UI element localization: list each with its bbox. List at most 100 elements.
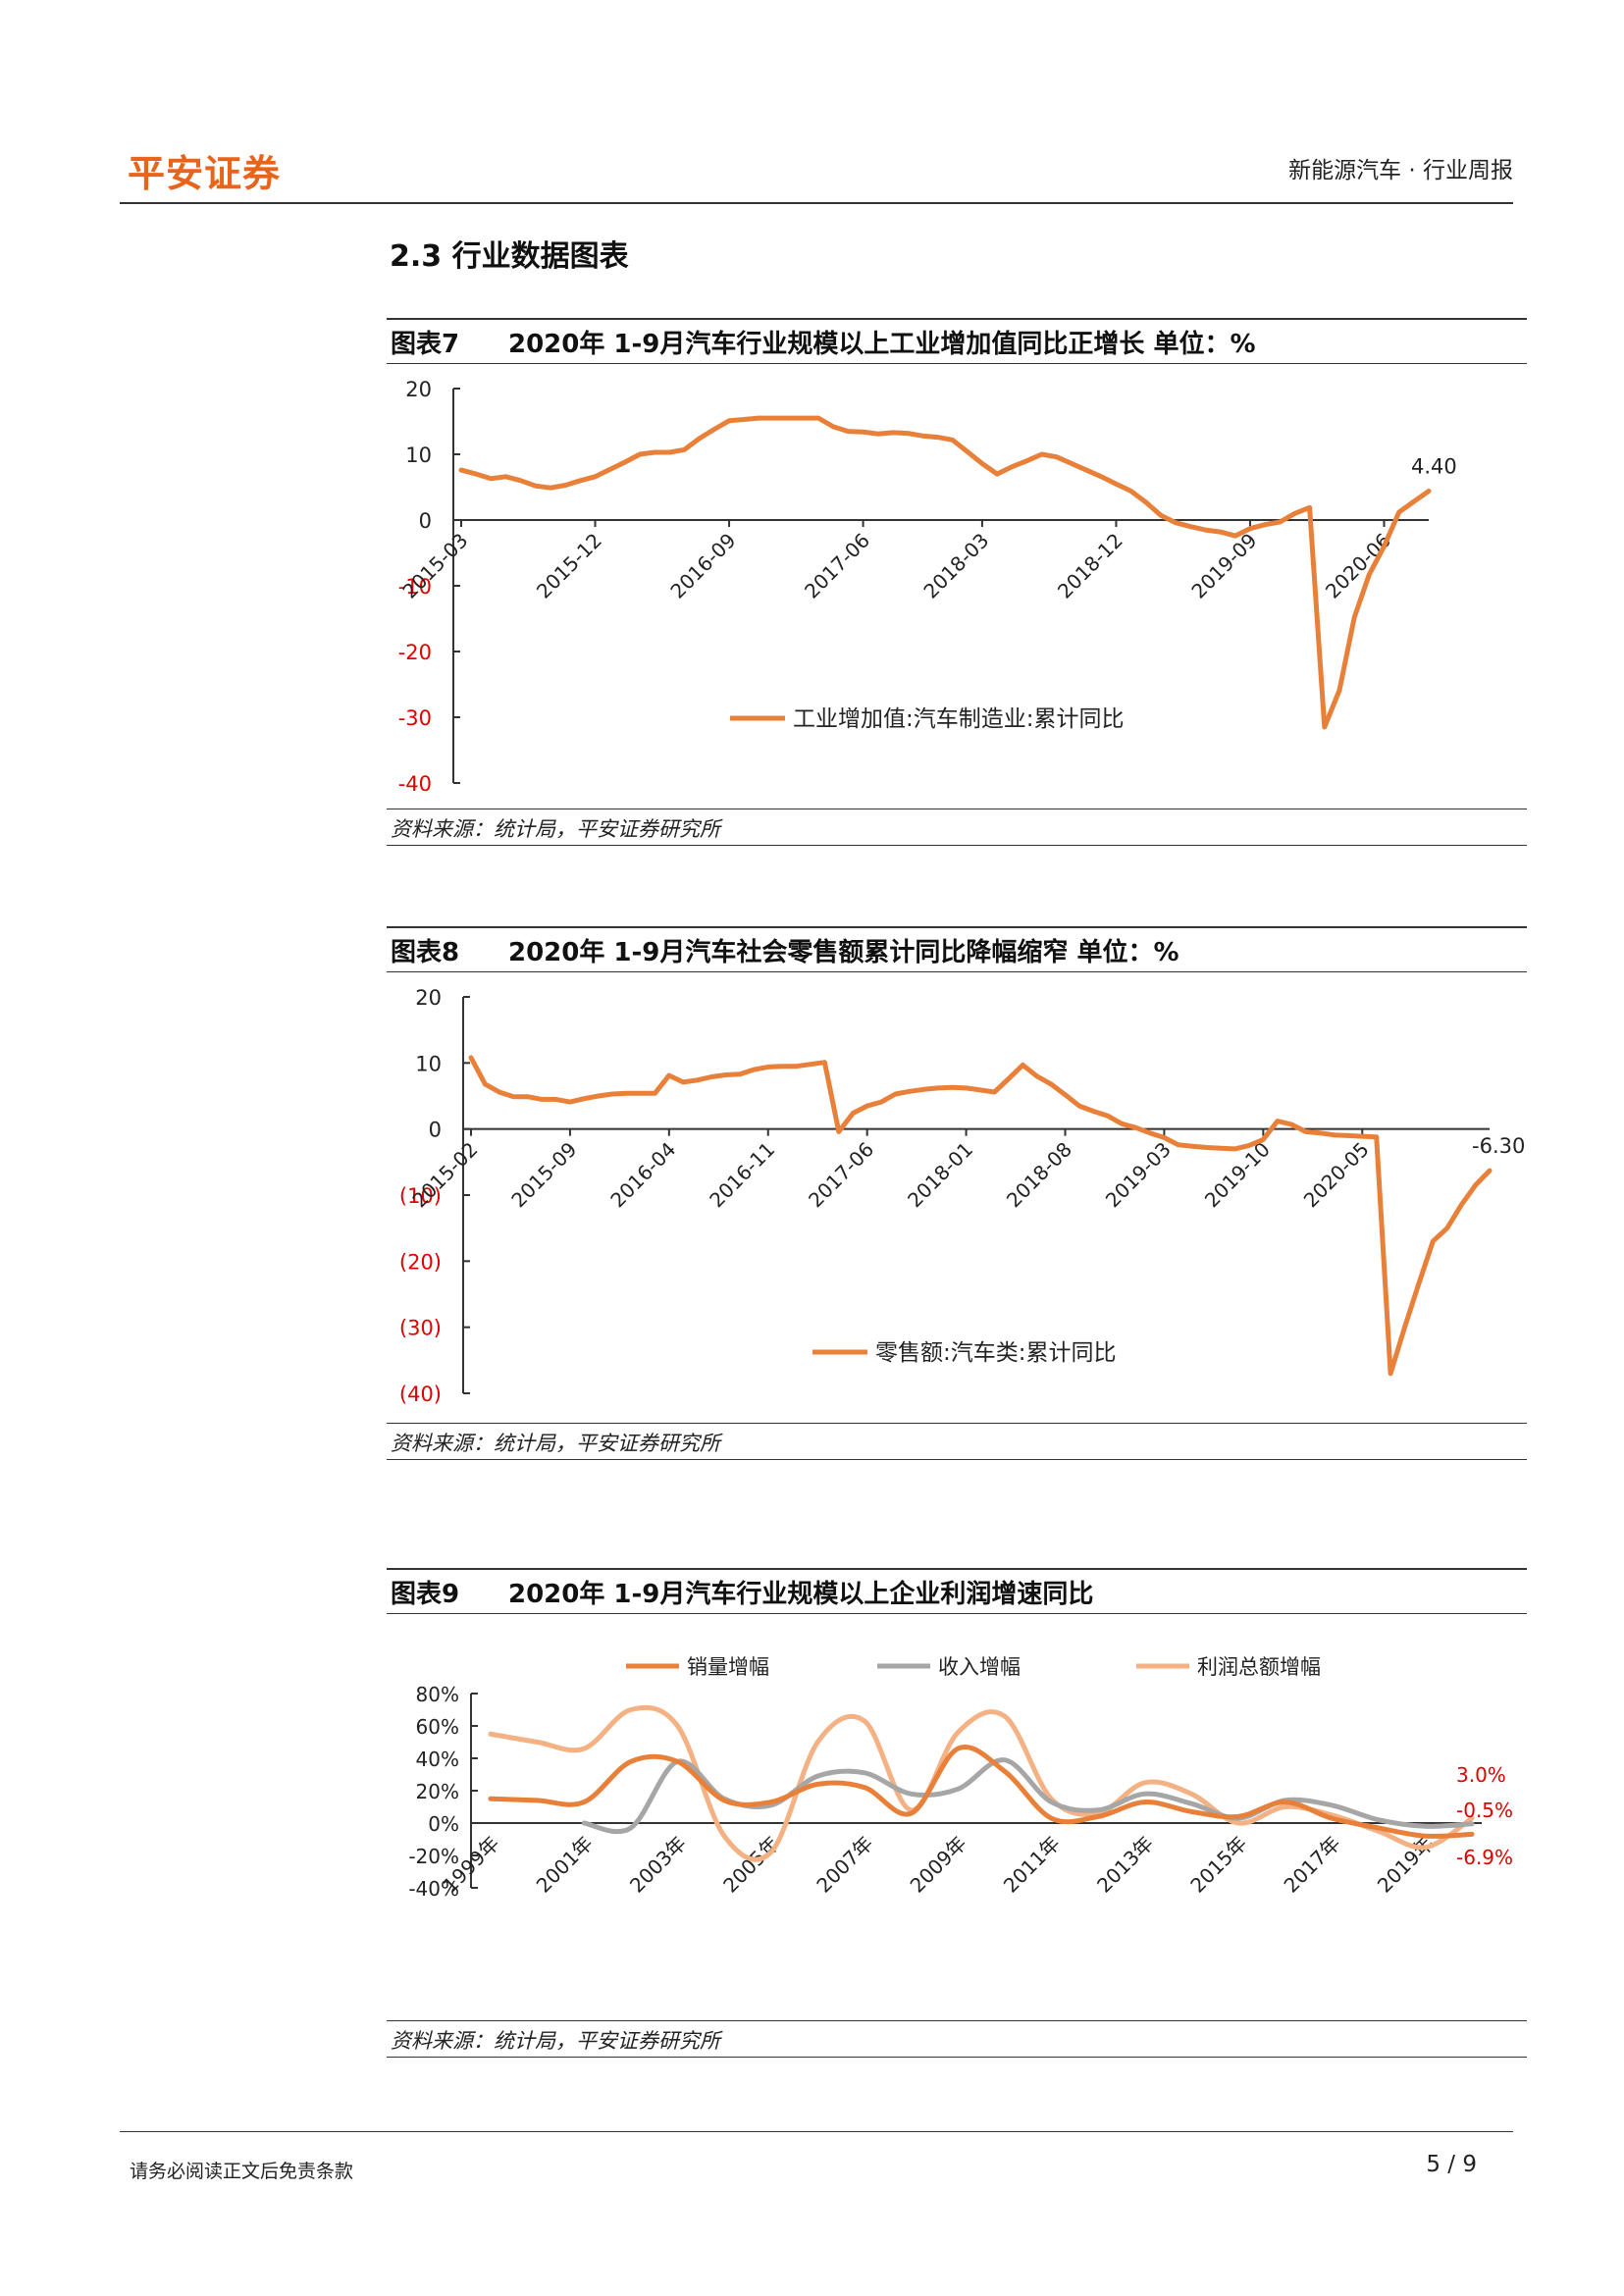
fig8-title: 图表8 2020年 1-9月汽车社会零售额累计同比降幅缩窄 单位：% — [391, 932, 1179, 968]
chart-auto-retail-sales: 20 10 0 (10) (20) (30) (40) 2015-02 2015-09 2016-… — [399, 986, 1525, 1406]
fig8-title-rule — [387, 971, 1527, 972]
legend-label: 利润总额增幅 — [1197, 1655, 1321, 1679]
y-tick-label: 20 — [405, 378, 432, 401]
fig7-title-rule — [387, 363, 1527, 364]
fig9-label: 图表9 — [391, 1580, 460, 1609]
data-label-last: -6.9% — [1456, 1846, 1513, 1869]
series-line — [458, 415, 1432, 730]
chart-b-legend: 零售额:汽车类:累计同比 — [812, 1340, 1117, 1366]
x-tick-label: 2013年 — [1092, 1832, 1158, 1898]
y-tick-label: 80% — [416, 1683, 459, 1706]
chart-a-series: 4.40 — [458, 415, 1457, 730]
x-tick-label: 2001年 — [532, 1832, 598, 1898]
y-tick-label: 0 — [419, 509, 432, 533]
fig9-title-rule — [387, 1613, 1527, 1614]
x-tick-label: 2019-03 — [1101, 1137, 1176, 1212]
fig9-title-text: 2020年 1-9月汽车行业规模以上企业利润增速同比 — [508, 1580, 1094, 1609]
y-tick-label: -40% — [408, 1877, 459, 1901]
fig9-source-bottom-rule — [387, 2057, 1527, 2058]
chart-b-series: -6.30 — [468, 1055, 1525, 1377]
y-tick-label: 20% — [416, 1780, 459, 1803]
fig8-source-top-rule — [387, 1423, 1527, 1424]
y-tick-label: 10 — [415, 1052, 442, 1075]
chart-industry-profit-growth: 80%60%40%20%0%-20%-40%1999年 2001年 2003年 200… — [408, 1655, 1513, 1901]
footer-divider — [120, 2131, 1513, 2132]
fig7-label: 图表7 — [391, 330, 460, 359]
y-tick-label: 40% — [416, 1748, 459, 1771]
x-tick-label: 2011年 — [999, 1832, 1065, 1898]
fig7-source-bottom-rule — [387, 845, 1527, 846]
y-tick-label: 60% — [416, 1715, 459, 1739]
chart-c-legend: 销量增幅 收入增幅 利润总额增幅 — [626, 1655, 1321, 1679]
report-title: 新能源汽车 · 行业周报 — [1288, 158, 1513, 183]
data-label-last: 3.0% — [1456, 1763, 1506, 1787]
fig8-top-rule — [387, 926, 1527, 928]
fig7-title: 图表7 2020年 1-9月汽车行业规模以上工业增加值同比正增长 单位：% — [391, 324, 1256, 360]
brand-logo: 平安证券 — [128, 152, 282, 195]
series-sales-growth — [488, 1745, 1475, 1839]
y-tick-label: 10 — [405, 444, 432, 467]
y-tick-label: 20 — [415, 986, 442, 1010]
series-line — [468, 1055, 1493, 1377]
y-tick-label: (20) — [399, 1250, 442, 1274]
x-tick-label: 2020-05 — [1299, 1137, 1374, 1212]
series-profit-growth — [488, 1704, 1475, 1862]
fig8-label: 图表8 — [391, 938, 460, 967]
x-tick-label: 2020-06 — [1321, 529, 1395, 603]
page-number: 5 / 9 — [1426, 2152, 1477, 2177]
chart-c-series: 3.0% -0.5% -6.9% — [488, 1704, 1513, 1869]
y-tick-label: (40) — [399, 1383, 442, 1406]
x-tick-label: 2018-01 — [903, 1137, 977, 1212]
x-tick-label: 2015年 — [1185, 1832, 1251, 1898]
x-tick-label: 2015-03 — [397, 529, 472, 603]
x-tick-label: 2015-09 — [506, 1137, 581, 1212]
chart-a-legend: 工业增加值:汽车制造业:累计同比 — [730, 706, 1125, 732]
x-tick-label: 2017年 — [1280, 1832, 1345, 1898]
fig7-source: 资料来源：统计局，平安证券研究所 — [391, 817, 720, 841]
fig8-source: 资料来源：统计局，平安证券研究所 — [391, 1432, 720, 1455]
x-tick-label: 2015-02 — [407, 1137, 482, 1212]
chart-a-ticks: 20 10 0 -10 -20 -30 -40 2015-03 2015-12 2016-09 20… — [397, 378, 1395, 796]
x-tick-label: 2015-12 — [532, 529, 606, 603]
x-tick-label: 2003年 — [625, 1832, 691, 1898]
section-title: 2.3 行业数据图表 — [390, 239, 629, 274]
x-tick-label: 2017-06 — [800, 529, 874, 603]
fig8-title-text: 2020年 1-9月汽车社会零售额累计同比降幅缩窄 单位：% — [508, 938, 1179, 967]
x-tick-label: 2017-06 — [804, 1137, 878, 1212]
x-tick-label: 2016-09 — [666, 529, 741, 603]
y-tick-label: -40 — [398, 772, 432, 796]
fig7-top-rule — [387, 318, 1527, 320]
fig7-title-text: 2020年 1-9月汽车行业规模以上工业增加值同比正增长 单位：% — [508, 330, 1256, 359]
disclaimer-note: 请务必阅读正文后免责条款 — [130, 2161, 354, 2182]
legend-label: 收入增幅 — [938, 1655, 1021, 1679]
x-tick-label: 2007年 — [812, 1832, 877, 1898]
x-tick-label: 2018-03 — [918, 529, 993, 603]
fig8-source-bottom-rule — [387, 1459, 1527, 1460]
data-label-last: 4.40 — [1411, 455, 1457, 479]
chart-c-ticks: 80%60%40%20%0%-20%-40%1999年 2001年 2003年 200… — [408, 1683, 1439, 1901]
legend-label: 销量增幅 — [687, 1655, 769, 1679]
y-tick-label: -20% — [408, 1845, 459, 1868]
x-tick-label: 2016-04 — [605, 1137, 680, 1212]
legend-label: 工业增加值:汽车制造业:累计同比 — [793, 706, 1125, 732]
x-tick-label: 2018-08 — [1002, 1137, 1076, 1212]
x-tick-label: 2009年 — [906, 1832, 971, 1898]
y-tick-label: -10 — [398, 575, 432, 599]
x-tick-label: 2019-09 — [1186, 529, 1261, 603]
y-tick-label: (30) — [399, 1317, 442, 1340]
y-tick-label: -30 — [398, 706, 432, 730]
legend-label: 零售额:汽车类:累计同比 — [875, 1340, 1117, 1366]
data-label-last: -6.30 — [1472, 1134, 1525, 1158]
y-tick-label: 0% — [428, 1812, 459, 1836]
fig9-source: 资料来源：统计局，平安证券研究所 — [391, 2029, 720, 2053]
x-tick-label: 2018-12 — [1053, 529, 1127, 603]
y-tick-label: (10) — [399, 1184, 442, 1208]
header-divider — [120, 202, 1513, 204]
x-tick-label: 2016-11 — [705, 1137, 779, 1212]
data-label-last: -0.5% — [1456, 1799, 1513, 1822]
fig9-source-top-rule — [387, 2020, 1527, 2021]
chart-industrial-value-added: 20 10 0 -10 -20 -30 -40 2015-03 2015-12 2016-09 20… — [397, 378, 1457, 796]
y-tick-label: 0 — [429, 1119, 442, 1142]
fig9-title: 图表9 2020年 1-9月汽车行业规模以上企业利润增速同比 — [391, 1574, 1093, 1610]
y-tick-label: -20 — [398, 641, 432, 664]
